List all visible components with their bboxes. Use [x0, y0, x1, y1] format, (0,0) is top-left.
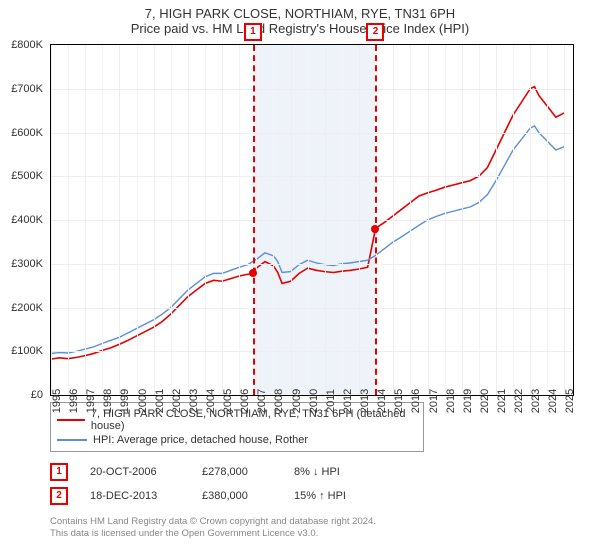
x-tick-label: 2012 — [342, 389, 354, 413]
x-tick-label: 2022 — [513, 389, 525, 413]
x-tick-label: 2019 — [462, 389, 474, 413]
transaction-price: £380,000 — [202, 490, 272, 502]
transaction-date: 18-DEC-2013 — [90, 490, 180, 502]
title-address: 7, HIGH PARK CLOSE, NORTHIAM, RYE, TN31 … — [0, 6, 600, 21]
y-tick-label: £500K — [11, 170, 43, 182]
y-gridline — [51, 176, 573, 177]
y-tick-label: £300K — [11, 258, 43, 270]
x-tick-label: 2021 — [496, 389, 508, 413]
x-tick-label: 2010 — [308, 389, 320, 413]
plot-area: 1995199619971998199920002001200220032004… — [50, 44, 574, 396]
x-tick-label: 2017 — [428, 389, 440, 413]
x-tick-label: 2008 — [273, 389, 285, 413]
x-tick-label: 1997 — [85, 389, 97, 413]
x-tick-label: 2003 — [188, 389, 200, 413]
transaction-delta: 8% ↓ HPI — [294, 466, 340, 478]
x-tick-label: 2005 — [222, 389, 234, 413]
legend-row-hpi: HPI: Average price, detached house, Roth… — [57, 433, 417, 447]
transaction-row: 1 20-OCT-2006 £278,000 8% ↓ HPI — [50, 460, 582, 484]
y-tick-label: £700K — [11, 83, 43, 95]
transaction-delta: 15% ↑ HPI — [294, 490, 346, 502]
x-tick-label: 2023 — [530, 389, 542, 413]
y-tick-label: £200K — [11, 302, 43, 314]
y-tick-label: £600K — [11, 127, 43, 139]
x-tick-label: 2009 — [291, 389, 303, 413]
marker-dot — [249, 269, 257, 277]
transaction-price: £278,000 — [202, 466, 272, 478]
x-tick-label: 2018 — [445, 389, 457, 413]
x-tick-label: 2006 — [239, 389, 251, 413]
y-gridline — [51, 133, 573, 134]
marker-box: 2 — [366, 23, 384, 41]
x-tick-label: 1998 — [102, 389, 114, 413]
marker-line — [253, 45, 255, 395]
x-tick-label: 2015 — [393, 389, 405, 413]
x-tick-label: 2002 — [171, 389, 183, 413]
marker-box: 1 — [244, 23, 262, 41]
x-tick-label: 2016 — [410, 389, 422, 413]
marker-dot — [371, 225, 379, 233]
x-tick-label: 1996 — [68, 389, 80, 413]
title-subtitle: Price paid vs. HM Land Registry's House … — [0, 21, 600, 36]
x-tick-label: 2014 — [376, 389, 388, 413]
x-tick-label: 2007 — [256, 389, 268, 413]
legend-label-hpi: HPI: Average price, detached house, Roth… — [93, 434, 308, 446]
legend-swatch-hpi — [57, 439, 87, 441]
x-tick-label: 2013 — [359, 389, 371, 413]
y-gridline — [51, 220, 573, 221]
title-block: 7, HIGH PARK CLOSE, NORTHIAM, RYE, TN31 … — [0, 0, 600, 36]
transaction-marker-icon: 1 — [50, 463, 68, 481]
y-tick-label: £100K — [11, 345, 43, 357]
x-tick-label: 2025 — [564, 389, 576, 413]
y-gridline — [51, 308, 573, 309]
legend-swatch-subject — [57, 419, 85, 421]
chart-wrapper: 1995199619971998199920002001200220032004… — [50, 44, 582, 396]
x-tick-label: 1999 — [119, 389, 131, 413]
footer-line-2: This data is licensed under the Open Gov… — [50, 528, 582, 540]
footer-line-1: Contains HM Land Registry data © Crown c… — [50, 516, 582, 528]
x-tick-label: 2020 — [479, 389, 491, 413]
x-tick-label: 2000 — [137, 389, 149, 413]
footer: Contains HM Land Registry data © Crown c… — [50, 516, 582, 540]
x-tick-label: 2011 — [325, 389, 337, 413]
y-gridline — [51, 89, 573, 90]
y-tick-label: £400K — [11, 214, 43, 226]
transaction-marker-icon: 2 — [50, 487, 68, 505]
transaction-date: 20-OCT-2006 — [90, 466, 180, 478]
x-tick-label: 2004 — [205, 389, 217, 413]
x-tick-label: 2024 — [547, 389, 559, 413]
x-tick-label: 1995 — [51, 389, 63, 413]
y-gridline — [51, 351, 573, 352]
x-tick-label: 2001 — [154, 389, 166, 413]
y-tick-label: £800K — [11, 39, 43, 51]
y-tick-label: £0 — [31, 389, 43, 401]
marker-line — [375, 45, 377, 395]
transactions-table: 1 20-OCT-2006 £278,000 8% ↓ HPI 2 18-DEC… — [50, 460, 582, 508]
transaction-row: 2 18-DEC-2013 £380,000 15% ↑ HPI — [50, 484, 582, 508]
y-gridline — [51, 264, 573, 265]
